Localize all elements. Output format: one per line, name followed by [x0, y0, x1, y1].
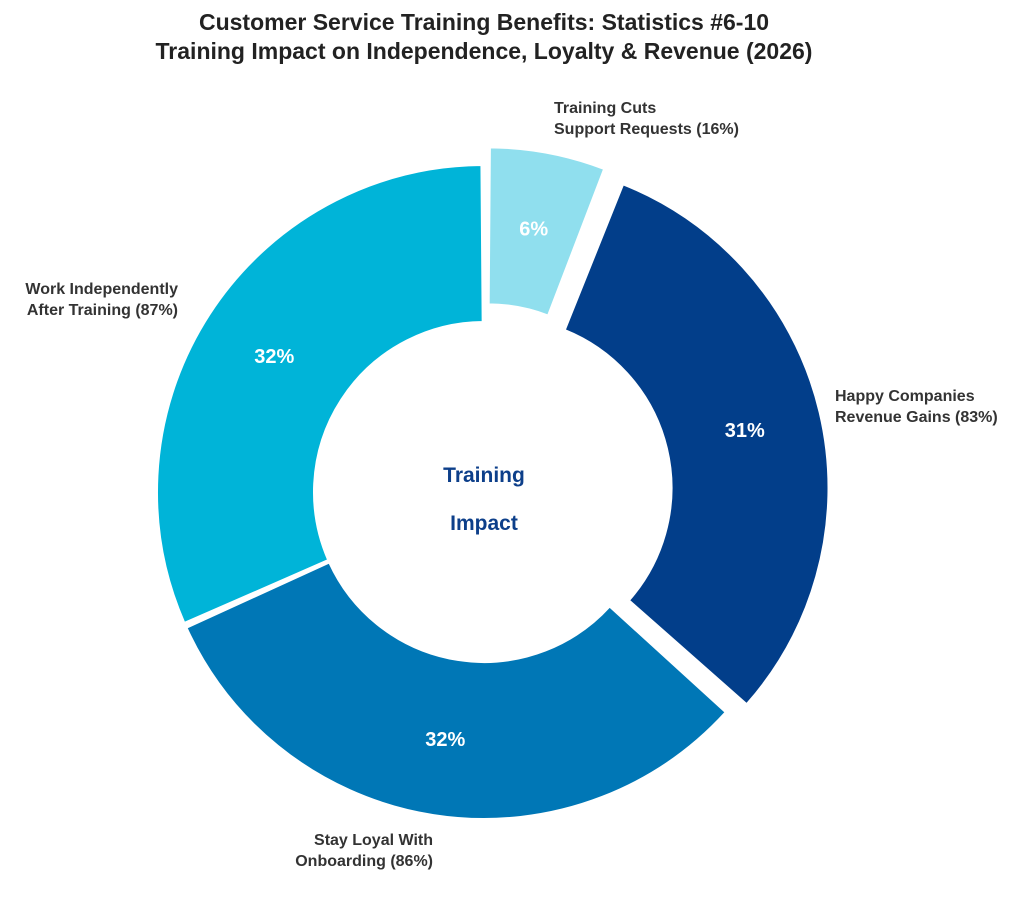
slices-layer — [156, 146, 830, 820]
slice-percent-label: 31% — [725, 420, 765, 442]
center-label-line: Training — [443, 464, 525, 487]
donut-slice — [487, 146, 606, 317]
center-text: Training Impact — [443, 464, 525, 535]
chart-title: Customer Service Training Benefits: Stat… — [198, 9, 770, 35]
slice-category-label: Work Independently After Training (87%) — [25, 281, 178, 319]
percent-labels-layer: 6% 31% 32% 32% — [254, 219, 765, 751]
slice-percent-label: 32% — [254, 346, 294, 368]
donut-slice — [563, 182, 830, 706]
chart-subtitle: Training Impact on Independence, Loyalty… — [155, 38, 813, 64]
donut-slice — [156, 164, 484, 625]
slice-labels-layer: Training Cuts Support Requests (16%) Happy… — [25, 100, 997, 870]
slice-category-label: Training Cuts Support Requests (16%) — [554, 100, 739, 138]
center-label-line: Impact — [450, 512, 518, 535]
slice-percent-label: 32% — [425, 729, 465, 751]
donut-slice — [185, 561, 728, 820]
slice-category-label: Stay Loyal With Onboarding (86%) — [295, 832, 433, 870]
slice-category-label: Happy Companies Revenue Gains (83%) — [835, 388, 998, 426]
slice-percent-label: 6% — [519, 219, 548, 241]
